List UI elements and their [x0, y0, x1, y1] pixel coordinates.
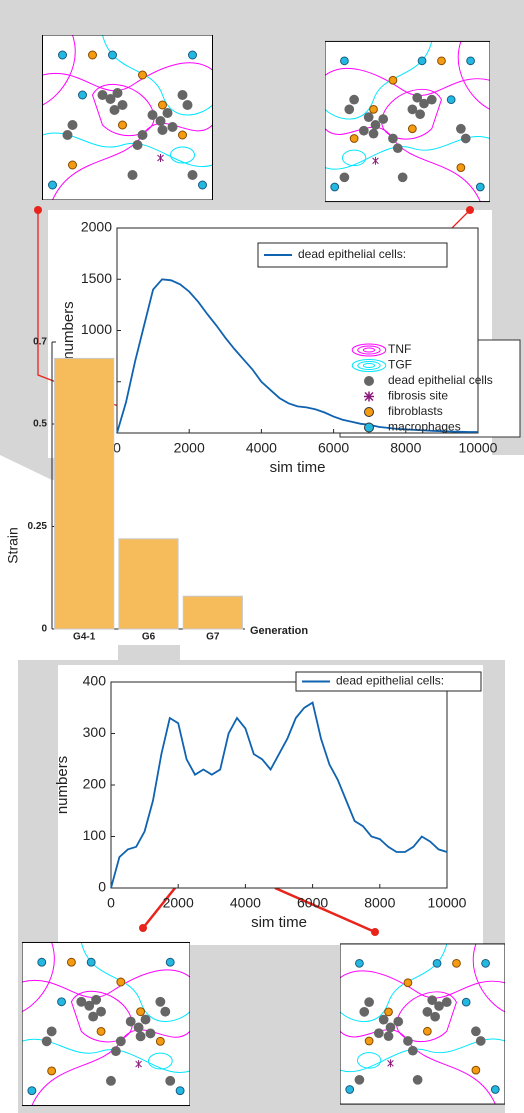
legend-label: TNF: [388, 342, 411, 356]
legend-symbol: [351, 359, 387, 372]
y-tick-label: 200: [83, 776, 107, 792]
x-tick-label: 10000: [428, 895, 467, 911]
x-tick-label: 6000: [297, 895, 328, 911]
panel-connector: [118, 645, 180, 660]
legend-label: dead epithelial cells:: [336, 674, 444, 688]
legend-symbol: [364, 407, 374, 417]
snapshot: [340, 943, 505, 1105]
y-axis-label: Strain: [5, 527, 21, 564]
connector: [274, 886, 376, 934]
y-tick-label: 0.5: [33, 419, 47, 430]
plot-area: [110, 681, 448, 889]
connector-dot: [466, 206, 474, 214]
x-tick-label: G4-1: [73, 632, 96, 643]
x-tick-label: 0: [113, 440, 121, 456]
line-series: [110, 701, 448, 889]
bar: [54, 357, 115, 630]
legend-symbol: [362, 363, 376, 368]
legend: [295, 671, 482, 692]
y-tick-label: 0: [41, 624, 47, 635]
legend-symbol: [351, 343, 387, 357]
y-tick-label: 0.25: [28, 521, 48, 532]
x-tick-label: 10000: [459, 440, 498, 456]
y-tick-label: 1500: [81, 270, 112, 286]
bar: [118, 538, 179, 630]
snapshot: [325, 40, 490, 203]
y-tick-label: 2000: [81, 219, 112, 235]
legend-symbol: [364, 422, 374, 433]
x-axis-label: sim time: [270, 459, 326, 476]
x-tick-label: 2000: [174, 440, 205, 456]
y-tick-label: 400: [83, 673, 107, 689]
y-tick-label: 0.7: [33, 337, 47, 348]
y-tick-label: 100: [83, 827, 107, 843]
legend-label: dead epithelial cells: [388, 373, 493, 387]
legend-symbol: [364, 376, 374, 386]
y-axis-label: numbers: [60, 301, 77, 359]
x-tick-label: 2000: [163, 895, 194, 911]
connector-dot: [139, 924, 147, 932]
x-tick-label: 6000: [318, 440, 349, 456]
x-tick-label: 4000: [230, 895, 261, 911]
x-axis-label: sim time: [251, 914, 307, 931]
connector-dot: [34, 206, 42, 214]
snapshot: [22, 941, 190, 1107]
x-tick-label: 8000: [390, 440, 421, 456]
legend-symbol: [364, 391, 374, 402]
legend-label: macrophages: [388, 420, 461, 434]
y-tick-label: 0: [98, 879, 106, 895]
legend-symbol: [362, 347, 376, 353]
legend-label: fibrosis site: [388, 389, 448, 403]
legend-label: dead epithelial cells:: [298, 247, 406, 261]
bar: [182, 595, 243, 630]
legend-symbol: [357, 345, 381, 355]
x-tick-label: G7: [206, 632, 220, 643]
x-axis-label: Generation: [250, 625, 308, 637]
y-tick-label: 300: [83, 724, 107, 740]
y-tick-label: 1000: [81, 321, 112, 337]
y-axis-label: numbers: [54, 756, 71, 814]
legend-label: TGF: [388, 358, 412, 372]
connector: [142, 887, 176, 929]
line-series: [116, 278, 478, 434]
connector-dot: [371, 928, 379, 936]
legend-symbol: [357, 361, 381, 370]
legend-label: fibroblasts: [388, 404, 443, 418]
x-tick-label: 4000: [246, 440, 277, 456]
x-tick-label: G6: [142, 632, 156, 643]
x-tick-label: 0: [107, 895, 115, 911]
snapshot: [42, 35, 213, 200]
x-tick-label: 8000: [364, 895, 395, 911]
